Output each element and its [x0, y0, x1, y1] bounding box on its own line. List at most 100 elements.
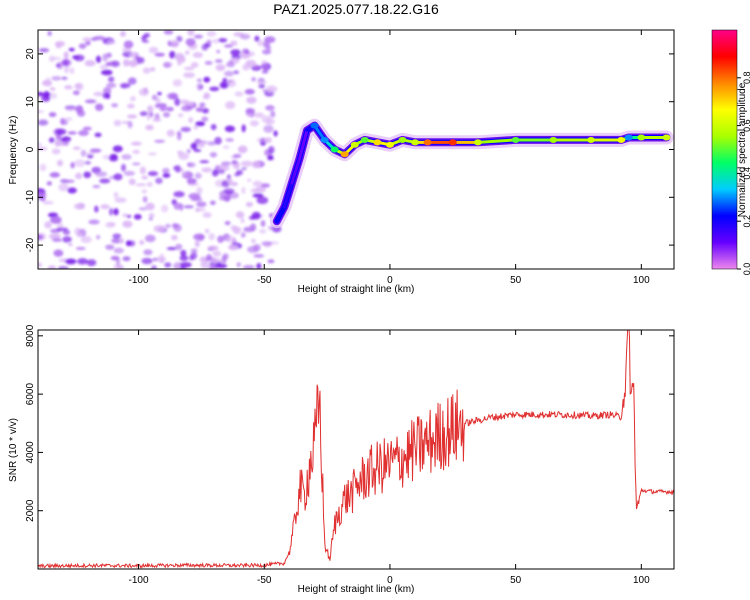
noise-blob: [196, 83, 204, 91]
noise-blob: [139, 166, 146, 175]
noise-blob: [223, 188, 235, 194]
noise-blob: [150, 67, 156, 72]
noise-blob: [190, 142, 198, 150]
noise-blob: [64, 85, 73, 90]
noise-blob: [49, 87, 56, 91]
noise-blob: [195, 121, 206, 127]
y-tick-label: -10: [25, 190, 36, 205]
noise-blob: [111, 237, 122, 244]
noise-blob: [196, 78, 202, 83]
noise-blob: [221, 254, 228, 263]
noise-blob: [256, 262, 262, 269]
noise-blob: [208, 265, 219, 269]
ridge-point: [624, 134, 633, 141]
noise-blob: [99, 178, 111, 184]
y-tick-label: 10: [25, 96, 36, 108]
noise-blob: [106, 82, 117, 89]
noise-blob: [61, 58, 72, 67]
ridge-point: [617, 136, 626, 143]
noise-blob: [95, 55, 102, 63]
x-tick-label: 50: [510, 575, 522, 586]
y-tick-label: 2000: [25, 499, 36, 522]
y-tick-label: 8000: [25, 324, 36, 347]
noise-blob: [50, 56, 62, 61]
noise-blob: [154, 52, 165, 57]
noise-blob: [240, 160, 253, 167]
noise-blob: [194, 172, 202, 179]
noise-blob: [159, 253, 165, 260]
noise-blob: [94, 205, 99, 213]
noise-blob: [152, 118, 162, 122]
noise-blob: [55, 128, 67, 135]
noise-blob: [266, 85, 278, 93]
x-tick-label: 100: [633, 275, 650, 286]
noise-blob: [147, 105, 154, 113]
noise-blob: [210, 123, 217, 131]
noise-blob: [241, 167, 247, 171]
noise-blob: [151, 94, 158, 101]
noise-blob: [38, 91, 44, 97]
noise-blob: [193, 34, 203, 39]
noise-blob: [174, 98, 181, 106]
noise-blob: [245, 108, 256, 114]
noise-blob: [225, 138, 234, 142]
noise-blob: [38, 262, 43, 268]
ridge-point: [340, 151, 349, 158]
noise-blob: [192, 52, 203, 59]
noise-blob: [51, 76, 62, 81]
noise-blob: [132, 149, 141, 154]
noise-blob: [148, 46, 159, 54]
noise-blob: [193, 233, 205, 241]
ridge-point: [423, 139, 432, 146]
noise-blob: [84, 99, 97, 104]
noise-blob: [153, 225, 166, 233]
noise-blob: [63, 51, 69, 60]
noise-blob: [72, 146, 81, 150]
noise-blob: [215, 263, 228, 269]
noise-blob: [165, 223, 171, 229]
noise-blob: [136, 57, 145, 64]
noise-blob: [215, 64, 226, 72]
noise-blob: [121, 154, 132, 160]
noise-blob: [241, 124, 246, 133]
ridge-segment: [290, 157, 301, 185]
noise-blob: [206, 141, 217, 146]
noise-blob: [147, 171, 159, 177]
noise-blob: [236, 262, 241, 268]
noise-blob: [47, 265, 57, 269]
y-tick-label: -20: [25, 237, 36, 252]
noise-blob: [92, 184, 101, 189]
noise-blob: [72, 90, 80, 96]
y-tick-label: 6000: [25, 383, 36, 406]
noise-blob: [141, 189, 148, 194]
noise-blob: [119, 31, 126, 37]
noise-blob: [221, 180, 230, 188]
noise-blob: [252, 243, 261, 252]
noise-blob: [225, 235, 236, 243]
noise-blob: [230, 49, 241, 56]
noise-blob: [148, 152, 157, 156]
noise-blob: [223, 79, 233, 83]
noise-blob: [221, 161, 232, 166]
noise-blob: [58, 183, 69, 192]
ridge-point: [448, 139, 457, 146]
noise-blob: [234, 91, 244, 97]
noise-blob: [102, 53, 108, 62]
noise-blob: [185, 38, 196, 47]
noise-blob: [48, 112, 57, 118]
noise-blob: [178, 152, 190, 160]
ridge-point: [373, 139, 382, 146]
noise-blob: [80, 236, 92, 244]
noise-blob: [50, 216, 62, 224]
noise-blob: [173, 202, 181, 210]
noise-blob: [54, 41, 66, 47]
noise-blob: [200, 261, 210, 269]
noise-blob: [230, 40, 238, 47]
noise-blob: [56, 227, 69, 232]
noise-blob: [173, 191, 185, 198]
noise-blob: [234, 173, 240, 177]
noise-blob: [75, 246, 86, 251]
noise-blob: [206, 30, 217, 37]
noise-blob: [48, 137, 55, 143]
noise-blob: [127, 114, 138, 119]
